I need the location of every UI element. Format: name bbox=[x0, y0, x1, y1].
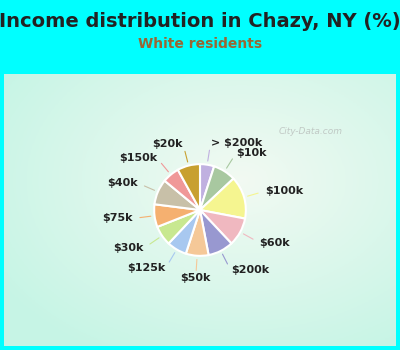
Text: $150k: $150k bbox=[119, 153, 157, 163]
Text: $60k: $60k bbox=[259, 238, 290, 247]
Text: Income distribution in Chazy, NY (%): Income distribution in Chazy, NY (%) bbox=[0, 12, 400, 31]
Wedge shape bbox=[154, 181, 200, 210]
Wedge shape bbox=[157, 210, 200, 244]
Text: White residents: White residents bbox=[138, 37, 262, 51]
Text: $100k: $100k bbox=[265, 186, 303, 196]
Wedge shape bbox=[200, 210, 231, 255]
Text: $20k: $20k bbox=[153, 139, 183, 149]
Wedge shape bbox=[169, 210, 200, 254]
Wedge shape bbox=[186, 210, 208, 256]
Text: > $200k: > $200k bbox=[210, 138, 262, 148]
Text: $125k: $125k bbox=[127, 263, 166, 273]
Text: $40k: $40k bbox=[107, 178, 138, 188]
Wedge shape bbox=[178, 164, 200, 210]
Text: $30k: $30k bbox=[114, 243, 144, 253]
Wedge shape bbox=[165, 170, 200, 210]
Text: $200k: $200k bbox=[231, 265, 269, 275]
Text: City-Data.com: City-Data.com bbox=[279, 127, 343, 136]
Text: $75k: $75k bbox=[102, 214, 133, 224]
Wedge shape bbox=[200, 210, 245, 244]
Wedge shape bbox=[200, 166, 234, 210]
Text: $50k: $50k bbox=[180, 273, 211, 282]
Wedge shape bbox=[154, 204, 200, 227]
Wedge shape bbox=[200, 164, 214, 210]
Text: $10k: $10k bbox=[236, 148, 267, 158]
Wedge shape bbox=[200, 178, 246, 219]
